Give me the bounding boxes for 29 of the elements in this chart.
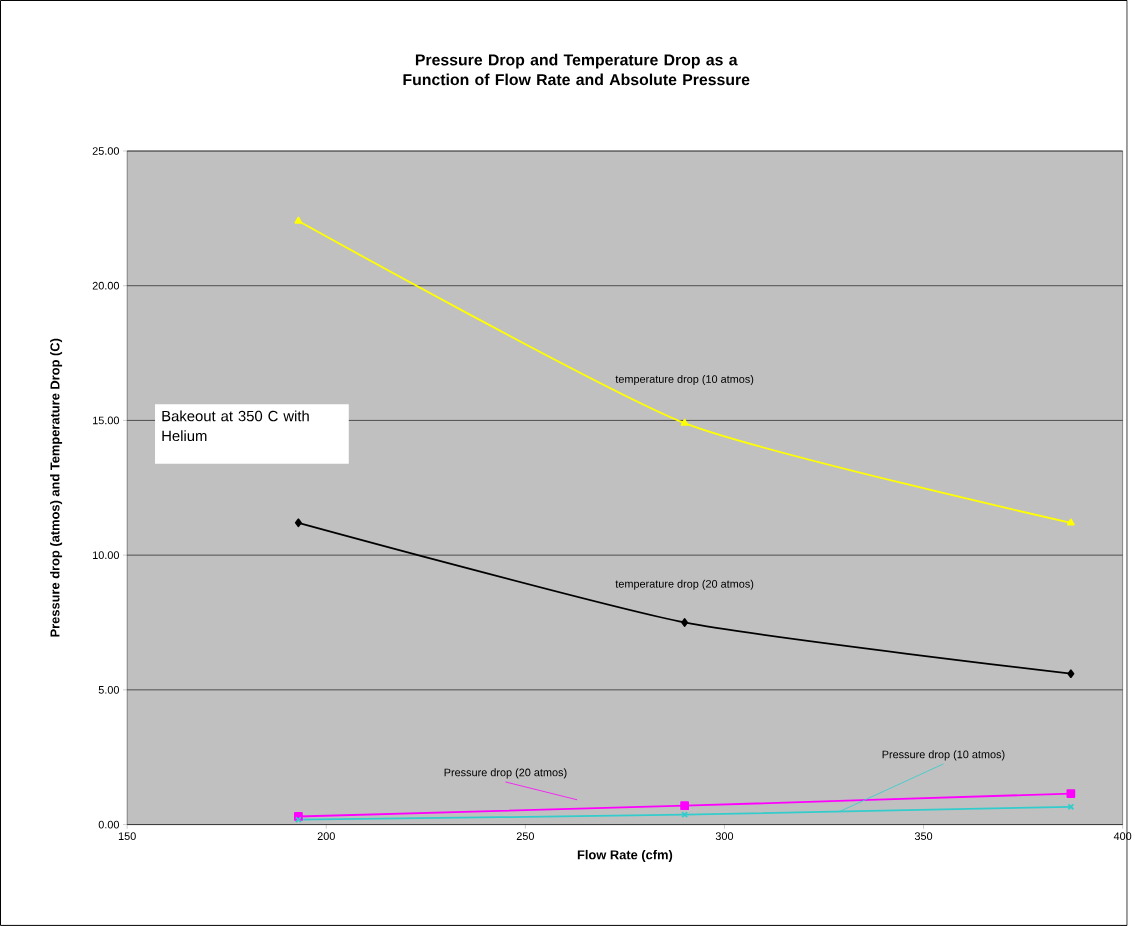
point (681, 811, 688, 819)
y-tick-label: 15.00 (93, 416, 120, 425)
point (1066, 789, 1076, 799)
point (680, 418, 689, 426)
point (294, 518, 302, 528)
text: Pressure drop (10 atmos) (882, 750, 1005, 761)
y-tick-label: 0.00 (98, 820, 120, 829)
y-tick-label: 25.00 (92, 147, 120, 155)
text: Pressure drop (20 atmos) (444, 768, 567, 779)
point (680, 801, 689, 811)
x-tick-label: 350 (914, 832, 933, 841)
y-tick-label: 20.00 (92, 281, 120, 290)
x-tick-label: 150 (118, 832, 136, 841)
x-tick-label: 400 (1113, 832, 1132, 841)
x-tick-label: 300 (715, 832, 734, 841)
chart-title: Pressure Drop and Temperature Drop as a Function of Flow Rate and Absolute Pressure (403, 53, 750, 86)
x-tick-label: 200 (317, 832, 335, 841)
y-tick-label: 10.00 (93, 551, 120, 560)
y-axis-title: Pressure drop (atmos) and Temperature Drop (C) (50, 338, 63, 637)
point (294, 216, 303, 224)
x-tick-label: 250 (516, 832, 534, 841)
annotation: Bakeout at 350 C with Helium (162, 410, 309, 442)
series-label: temperature drop (10 atmos) (615, 374, 754, 386)
point (681, 618, 689, 627)
point (1067, 669, 1075, 679)
x-axis-title: Flow Rate (cfm) (577, 849, 673, 862)
series-label: temperature drop (20 atmos) (615, 579, 754, 590)
y-tick-label: 5.00 (98, 686, 120, 694)
point (1066, 518, 1075, 526)
